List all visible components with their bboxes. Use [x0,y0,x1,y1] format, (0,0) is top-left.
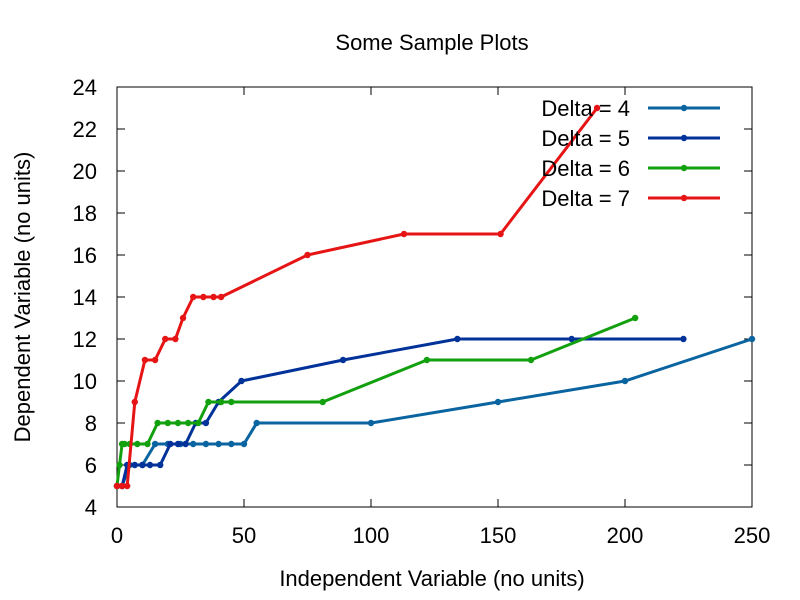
data-point [527,356,535,364]
data-point [179,314,187,322]
data-point [367,419,375,427]
data-point [116,461,123,469]
chart-title: Some Sample Plots [335,30,528,55]
data-point [423,356,431,364]
data-point [190,440,197,448]
data-point [151,356,159,364]
y-tick-label: 18 [73,201,97,226]
legend-marker [680,194,688,202]
data-point [146,461,154,469]
y-tick-label: 8 [85,411,97,436]
data-point [167,440,174,448]
legend-label: Delta = 5 [541,126,630,151]
y-tick-label: 10 [73,369,97,394]
data-point [240,440,248,448]
data-point [205,398,212,406]
data-point [748,335,756,343]
y-tick-label: 6 [85,453,97,478]
data-point [217,293,225,301]
data-point [164,419,171,427]
x-tick-label: 0 [111,523,123,548]
data-point [123,482,131,490]
data-point [144,440,151,448]
data-point [339,356,347,364]
x-axis-label: Independent Variable (no units) [279,566,584,591]
data-point [118,482,126,490]
data-point [174,419,182,427]
data-point [304,251,311,259]
y-tick-label: 16 [73,243,97,268]
data-point [454,335,461,343]
data-point [238,377,245,385]
y-tick-label: 22 [73,117,97,142]
data-point [497,230,504,238]
x-tick-label: 150 [480,523,517,548]
data-point [190,293,197,301]
x-tick-label: 250 [734,523,771,548]
data-point [182,440,189,448]
data-point [172,335,179,343]
x-tick-label: 200 [607,523,644,548]
data-point [162,335,169,343]
data-point [680,335,687,343]
data-point [131,398,138,406]
data-point [134,440,141,448]
y-tick-label: 14 [73,285,97,310]
data-point [121,440,128,448]
data-point [139,461,146,469]
legend-label: Delta = 4 [541,96,630,121]
legend-label: Delta = 6 [541,156,630,181]
data-point [253,419,260,427]
data-point [217,398,225,406]
data-point [228,440,235,448]
data-point [154,419,161,427]
data-point [151,440,159,448]
data-point [494,398,502,406]
data-point [593,104,601,112]
data-point [202,419,210,427]
data-point [113,482,121,490]
data-point [400,230,408,238]
y-tick-label: 12 [73,327,97,352]
data-point [174,440,182,448]
legend-marker [680,164,688,172]
y-tick-label: 24 [73,75,97,100]
legend: Delta = 4 Delta = 5 Delta = 6 Delta = 7 [541,96,720,211]
legend-label: Delta = 7 [541,186,630,211]
data-point [202,440,210,448]
data-point [215,440,222,448]
data-point [200,293,207,301]
data-point [319,398,326,406]
legend-marker [680,104,688,112]
data-point [210,293,217,301]
data-point [156,461,164,469]
x-tick-label: 100 [353,523,390,548]
x-tick-label: 50 [232,523,256,548]
data-point [631,314,639,322]
y-axis-label: Dependent Variable (no units) [10,152,35,443]
data-point [621,377,629,385]
data-point [131,461,138,469]
plot-area: 0 50 100 150 200 250 4 6 8 10 12 14 16 18 20 22 24 [73,75,771,548]
data-point [228,398,235,406]
data-point [184,419,192,427]
legend-marker [680,134,688,142]
data-point [568,335,575,343]
y-tick-label: 4 [85,495,97,520]
data-point [195,419,202,427]
data-point [141,356,149,364]
y-tick-label: 20 [73,159,97,184]
